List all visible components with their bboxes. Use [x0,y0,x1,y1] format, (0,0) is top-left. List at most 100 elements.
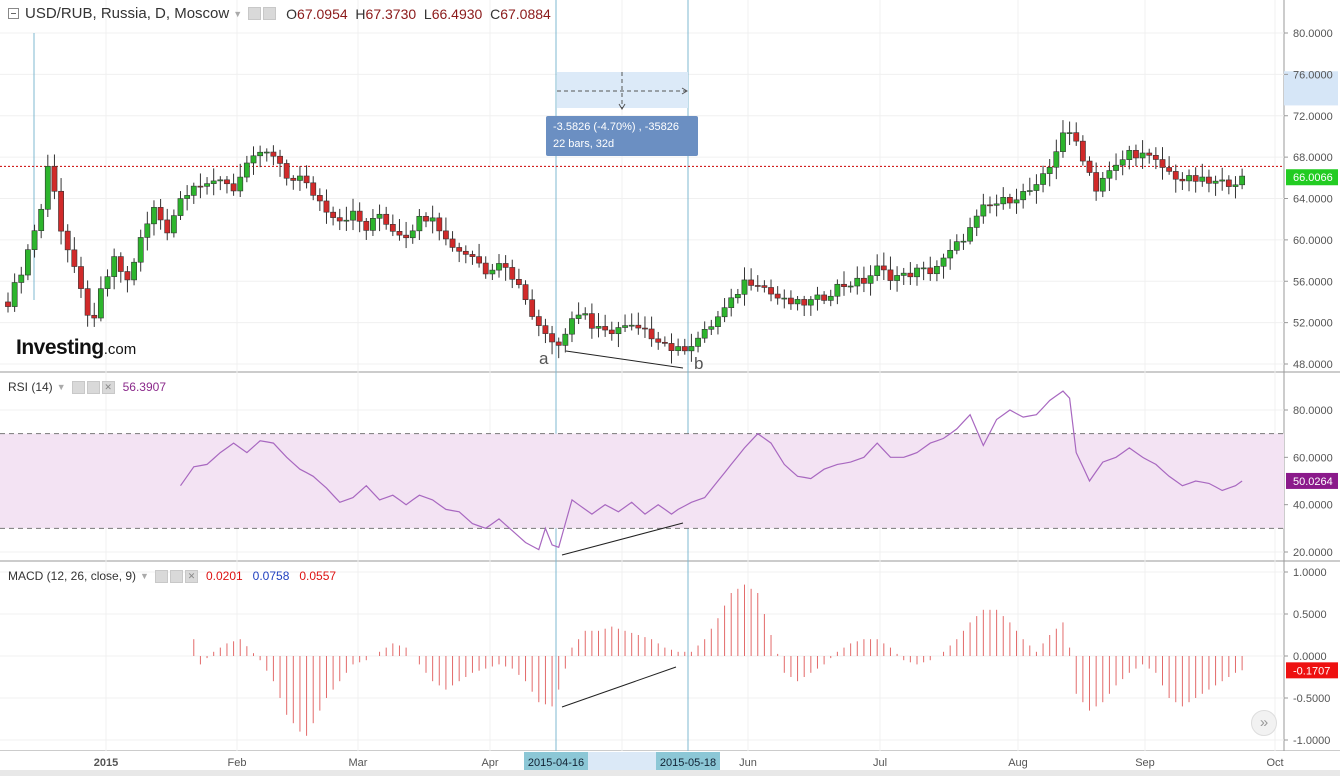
candle [197,185,204,188]
candle [628,324,635,327]
measure-arrow-right [681,87,688,95]
main-legend: USD/RUB, Russia, D, Moscow ▼ O67.0954 H6… [8,5,551,22]
candle [403,234,409,239]
candle [1046,166,1053,174]
candle [801,299,808,306]
price-series [0,120,1284,364]
candle [257,151,264,157]
measure-bars: 22 bars, 32d [553,138,615,150]
candle [31,230,38,250]
candle [44,165,51,210]
cursor-lines [33,0,689,751]
candle [688,346,695,352]
eye-icon[interactable] [154,569,168,583]
candle [230,183,237,192]
eye-icon[interactable] [71,380,85,394]
time-label: Jul [873,757,887,769]
candle [283,163,290,179]
candle [237,176,244,192]
candle [841,283,847,287]
rsi-title: RSI (14) [8,380,53,394]
candle [774,293,781,299]
chevron-down-icon[interactable]: ▼ [233,8,243,19]
measure-arrow-down [618,103,626,110]
candle [376,213,383,219]
candle [695,337,701,347]
candle [1079,140,1086,162]
candle [151,207,157,225]
chevron-down-icon[interactable]: ▼ [140,571,149,581]
candle [940,257,947,267]
price-tick-label: 52.0000 [1293,318,1333,330]
ohlc-values: O67.0954 H67.3730 L66.4930 C67.0884 [286,5,551,22]
candle [409,230,416,239]
candle [111,256,118,277]
cursor-date-bg [656,752,720,770]
candle [330,211,337,218]
collapse-icon[interactable] [8,8,19,19]
candle [217,179,224,182]
candle [515,278,522,285]
gear-icon[interactable] [263,7,277,20]
candle [562,333,569,346]
candle [164,219,171,234]
candle [1152,155,1159,160]
candle [51,165,58,192]
gear-icon[interactable] [86,380,100,394]
double-chevron-right-icon[interactable]: » [1251,710,1277,736]
rsi-tick-label: 60.0000 [1293,452,1333,464]
measure-change: -3.5826 (-4.70%) , -35826 [553,121,679,133]
candle [462,250,469,255]
cursor-date-bg [524,752,588,770]
candle [1000,197,1007,205]
candle [144,223,151,238]
time-label: Sep [1135,757,1155,769]
candle [117,256,124,272]
candle [894,275,900,281]
candle [914,267,920,278]
candle [615,327,622,335]
candle [655,338,662,343]
price-last-badge-bg [1286,169,1338,186]
close-icon[interactable]: ✕ [184,569,198,583]
candle [389,224,396,232]
candle [1172,171,1179,180]
candle [297,175,303,181]
candle [668,343,675,351]
candle [1013,199,1020,204]
candle [522,284,529,301]
price-tick-label: 48.0000 [1293,359,1333,371]
chevron-down-icon[interactable]: ▼ [56,382,66,392]
date-range-highlight [587,752,657,770]
candle [701,329,708,339]
candle [509,267,516,280]
candle [243,162,250,178]
rsi-tick-label: 40.0000 [1293,500,1333,512]
candle [1232,184,1239,187]
macd-series [193,584,1243,736]
rsi-last-badge: 50.0264 [1293,476,1333,488]
candle [416,215,423,232]
candle [204,183,210,187]
macd-title: MACD (12, 26, close, 9) [8,569,137,583]
candle [290,177,297,181]
candle [788,297,794,305]
cursor-date-label: 2015-04-16 [528,757,584,769]
close-icon[interactable]: ✕ [101,380,115,394]
time-label: Mar [349,757,368,769]
candle [131,261,137,281]
candle [157,207,164,221]
eye-icon[interactable] [248,7,262,20]
candle [1219,179,1226,182]
gear-icon[interactable] [169,569,183,583]
candle [177,198,184,216]
candle [1086,160,1093,173]
candle [907,272,914,278]
candle [867,275,874,284]
candle [323,200,330,213]
candle [933,265,940,275]
price-tick-label: 64.0000 [1293,194,1333,206]
candle [807,299,814,306]
candle [608,329,615,335]
